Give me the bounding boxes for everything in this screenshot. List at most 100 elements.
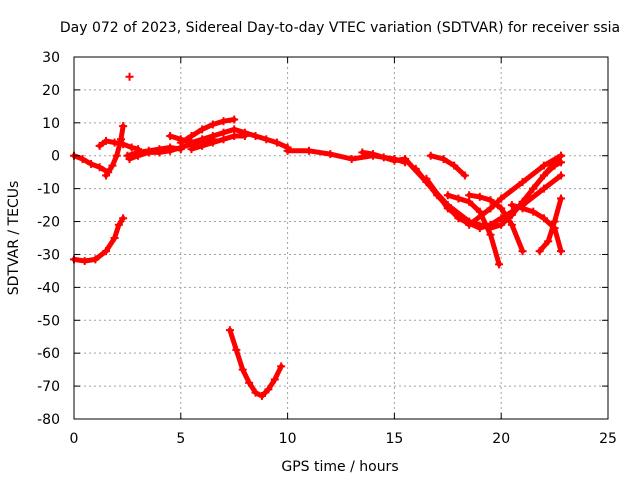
data-point <box>443 191 452 200</box>
x-tick-label: 25 <box>599 431 617 447</box>
data-point <box>176 138 185 147</box>
series-track-c <box>103 123 126 178</box>
data-point <box>450 161 459 170</box>
data-point <box>155 148 164 157</box>
data-point <box>475 192 484 201</box>
data-point <box>518 204 527 213</box>
data-point <box>557 171 566 180</box>
data-point <box>198 125 207 134</box>
y-axis-label: SDTVAR / TECUs <box>6 181 22 296</box>
plot-frame <box>73 56 609 420</box>
data-point <box>347 155 356 164</box>
data-point <box>535 247 544 256</box>
data-point <box>112 151 121 160</box>
data-point <box>518 178 527 187</box>
grid-lines <box>74 57 608 419</box>
data-point <box>557 158 566 167</box>
data-point <box>198 141 207 150</box>
data-point <box>208 138 217 147</box>
x-tick-label: 10 <box>279 431 297 447</box>
data-point <box>251 131 260 140</box>
data-point <box>240 131 249 140</box>
data-point <box>539 161 548 170</box>
chart-title: Day 072 of 2023, Sidereal Day-to-day VTE… <box>60 20 620 36</box>
data-point <box>486 230 495 239</box>
series-track-s <box>530 159 564 192</box>
data-point <box>245 378 254 387</box>
data-point <box>460 171 469 180</box>
data-point <box>454 194 463 203</box>
y-tick-label: -10 <box>37 182 60 198</box>
data-point <box>102 136 111 145</box>
data-point <box>102 247 111 256</box>
data-point <box>411 164 420 173</box>
x-tick-label: 15 <box>385 431 403 447</box>
axis-ticks: 0 5 10 15 20 25 -80 -70 -60 -50 -40 -30 -20 -10 0 10 20 3… <box>37 50 617 447</box>
data-point <box>125 72 134 81</box>
data-point <box>91 255 100 264</box>
data-point <box>465 220 474 229</box>
data-point <box>426 151 435 160</box>
data-point <box>208 120 217 129</box>
data-point <box>495 260 504 269</box>
data-point <box>80 257 89 266</box>
data-point <box>270 375 279 384</box>
data-point <box>219 117 228 126</box>
data-point <box>507 201 516 210</box>
data-point <box>422 174 431 183</box>
data-point <box>119 140 128 149</box>
data-point <box>529 207 538 216</box>
y-tick-label: -50 <box>37 313 60 329</box>
data-point <box>497 204 506 213</box>
y-tick-label: -40 <box>37 280 60 296</box>
data-point <box>557 194 566 203</box>
data-point <box>550 161 559 170</box>
data-point <box>539 214 548 223</box>
data-point <box>78 155 87 164</box>
data-point <box>230 115 239 124</box>
data-point <box>187 145 196 154</box>
x-tick-label: 5 <box>176 431 185 447</box>
data-point <box>539 171 548 180</box>
data-point <box>369 150 378 159</box>
data-point <box>497 194 506 203</box>
series-track-t <box>537 196 564 254</box>
data-point <box>557 247 566 256</box>
data-point <box>232 345 241 354</box>
data-series <box>70 72 566 400</box>
data-point <box>110 138 119 147</box>
data-point <box>264 385 273 394</box>
data-point <box>497 214 506 223</box>
data-point <box>230 131 239 140</box>
data-point <box>277 362 286 371</box>
data-point <box>326 150 335 159</box>
series-track-o <box>428 153 468 178</box>
y-tick-label: -70 <box>37 379 60 395</box>
data-point <box>108 161 117 170</box>
y-tick-label: -20 <box>37 215 60 231</box>
data-point <box>127 143 136 152</box>
y-tick-label: -80 <box>37 412 60 428</box>
data-point <box>283 146 292 155</box>
data-point <box>486 196 495 205</box>
data-point <box>95 163 104 172</box>
data-point <box>219 135 228 144</box>
data-point <box>251 388 260 397</box>
data-point <box>539 184 548 193</box>
y-tick-label: 0 <box>51 149 60 165</box>
data-point <box>379 153 388 162</box>
data-point <box>443 204 452 213</box>
y-tick-label: 10 <box>42 116 60 132</box>
data-point <box>166 146 175 155</box>
data-point <box>144 148 153 157</box>
y-tick-label: 20 <box>42 83 60 99</box>
data-point <box>507 220 516 229</box>
data-point <box>358 148 367 157</box>
data-point <box>225 326 234 335</box>
data-point <box>465 191 474 200</box>
data-point <box>119 214 128 223</box>
data-point <box>529 184 538 193</box>
data-point <box>125 155 134 164</box>
data-point <box>102 171 111 180</box>
